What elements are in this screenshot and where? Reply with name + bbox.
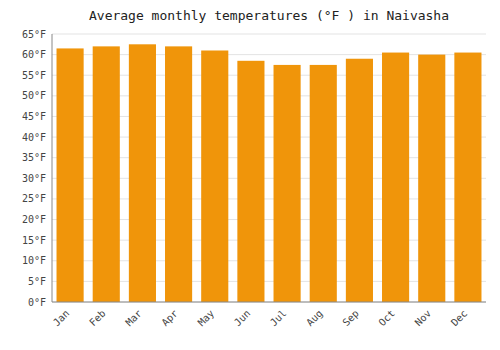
y-tick-label: 50°F bbox=[22, 90, 46, 101]
x-tick-label: Sep bbox=[340, 308, 361, 329]
bar bbox=[310, 65, 337, 302]
bar bbox=[382, 53, 409, 302]
grid-line bbox=[52, 34, 486, 35]
y-tick-label: 35°F bbox=[22, 152, 46, 163]
x-tick-label: Apr bbox=[159, 308, 180, 329]
x-tick-label: May bbox=[196, 308, 217, 329]
title: Average monthly temperatures (°F ) in Na… bbox=[89, 8, 449, 23]
y-tick-label: 10°F bbox=[22, 255, 46, 266]
bar bbox=[57, 48, 84, 302]
y-tick-label: 25°F bbox=[22, 193, 46, 204]
x-tick-label: Aug bbox=[304, 308, 325, 329]
bar bbox=[237, 61, 264, 302]
x-tick-label: Dec bbox=[449, 308, 470, 329]
x-tick-label: Jul bbox=[268, 308, 289, 329]
bar bbox=[93, 46, 120, 302]
y-tick-label: 45°F bbox=[22, 111, 46, 122]
bar bbox=[201, 50, 228, 302]
y-tick-label: 15°F bbox=[22, 235, 46, 246]
x-tick-label: Oct bbox=[376, 308, 397, 329]
bars bbox=[57, 44, 482, 302]
y-tick-label: 65°F bbox=[22, 29, 46, 40]
grid-line bbox=[52, 302, 486, 303]
bar bbox=[346, 59, 373, 302]
bar bbox=[274, 65, 301, 302]
x-tick-label: Feb bbox=[87, 308, 108, 329]
bar bbox=[418, 55, 445, 302]
y-tick-label: 20°F bbox=[22, 214, 46, 225]
chart: Average monthly temperatures (°F ) in Na… bbox=[0, 0, 500, 350]
x-tick-label: Jun bbox=[232, 308, 253, 329]
x-tick-label: Nov bbox=[413, 308, 434, 329]
y-tick-label: 40°F bbox=[22, 132, 46, 143]
y-tick-label: 0°F bbox=[28, 297, 46, 308]
y-axis bbox=[52, 34, 53, 302]
x-axis bbox=[52, 302, 486, 303]
page: {"chart_data": {"type": "bar", "title": … bbox=[0, 0, 500, 350]
y-tick-label: 30°F bbox=[22, 173, 46, 184]
x-tick-label: Jan bbox=[51, 308, 72, 329]
grid bbox=[52, 34, 486, 302]
y-tick-label: 60°F bbox=[22, 49, 46, 60]
x-tick-label: Mar bbox=[123, 308, 144, 329]
y-tick-label: 55°F bbox=[22, 70, 46, 81]
bar bbox=[129, 44, 156, 302]
bar bbox=[454, 53, 481, 302]
bar bbox=[165, 46, 192, 302]
y-tick-label: 5°F bbox=[28, 276, 46, 287]
